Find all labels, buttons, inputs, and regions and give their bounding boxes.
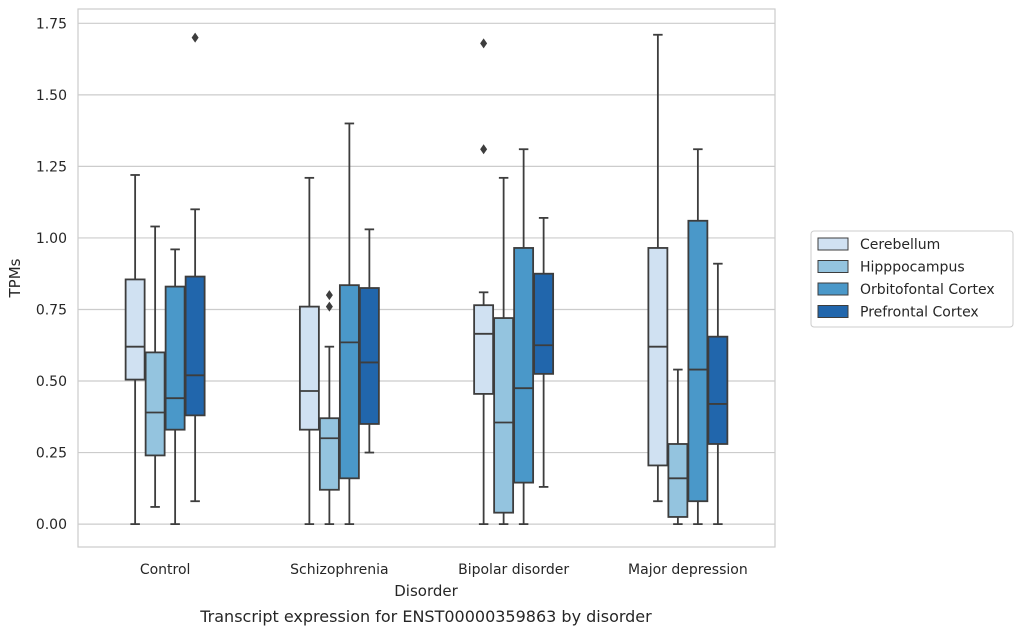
x-tick-label: Schizophrenia — [290, 562, 388, 578]
box — [667, 368, 689, 526]
x-tick-label: Major depression — [628, 562, 748, 578]
outlier-point — [325, 290, 333, 301]
box-body — [667, 443, 689, 518]
box-body — [687, 219, 709, 503]
box — [298, 176, 320, 526]
legend-swatch — [817, 260, 849, 273]
box — [647, 33, 669, 503]
y-tick-label: 0.25 — [36, 446, 67, 462]
outlier-point — [480, 38, 488, 49]
legend-label: Cerebellum — [860, 237, 940, 253]
box — [338, 122, 360, 526]
box-body — [707, 335, 729, 445]
box — [124, 174, 146, 526]
x-axis-label: Disorder — [394, 582, 458, 600]
box-body — [184, 275, 206, 417]
box-body — [144, 351, 166, 457]
y-axis-ticks: 0.00 0.25 0.50 0.75 1.00 1.25 1.50 1.75 — [36, 16, 67, 533]
box — [473, 38, 495, 526]
plot-area-frame — [77, 8, 776, 548]
box-body — [298, 305, 320, 431]
y-tick-label: 1.75 — [36, 16, 67, 32]
box-body — [318, 417, 340, 491]
box — [707, 262, 729, 526]
x-tick-label: Control — [140, 562, 191, 578]
box-body — [338, 284, 360, 480]
y-axis-label: TPMs — [6, 258, 24, 298]
legend-frame — [810, 230, 1014, 328]
box — [513, 148, 535, 526]
box — [144, 225, 166, 508]
box-series — [124, 32, 729, 526]
legend-swatch — [817, 237, 849, 251]
legend-swatch — [817, 305, 849, 318]
chart-caption: Transcript expression for ENST0000035986… — [199, 607, 652, 626]
outlier-point — [480, 144, 488, 155]
legend-swatch — [817, 282, 849, 296]
box-body — [533, 272, 555, 375]
y-tick-label: 1.00 — [36, 231, 67, 247]
y-tick-label: 1.25 — [36, 159, 67, 175]
legend-label: Orbitofontal Cortex — [860, 282, 995, 298]
x-tick-label: Bipolar disorder — [458, 562, 569, 578]
legend-label: Hipppocampus — [860, 260, 965, 276]
x-axis-ticks: Control Schizophrenia Bipolar disorder Majo… — [140, 562, 748, 578]
outlier-point — [191, 32, 199, 43]
y-tick-label: 0.75 — [36, 302, 67, 318]
box-body — [493, 317, 515, 514]
y-tick-label: 0.50 — [36, 374, 67, 390]
box-body — [473, 304, 495, 395]
y-tick-label: 0.00 — [36, 517, 67, 533]
outlier-point — [325, 301, 333, 312]
box — [358, 228, 380, 454]
box-body — [513, 247, 535, 484]
legend: Cerebellum Hipppocampus Orbitofontal Corte… — [810, 230, 1014, 328]
box-body — [647, 247, 669, 467]
box — [687, 148, 709, 526]
box-body — [358, 287, 380, 425]
box — [184, 32, 206, 503]
box — [493, 176, 515, 526]
legend-label: Prefrontal Cortex — [860, 305, 979, 321]
box-body — [164, 285, 186, 431]
box — [164, 248, 186, 526]
box — [318, 290, 340, 526]
y-tick-label: 1.50 — [36, 88, 67, 104]
box — [533, 217, 555, 488]
box-body — [124, 278, 146, 381]
